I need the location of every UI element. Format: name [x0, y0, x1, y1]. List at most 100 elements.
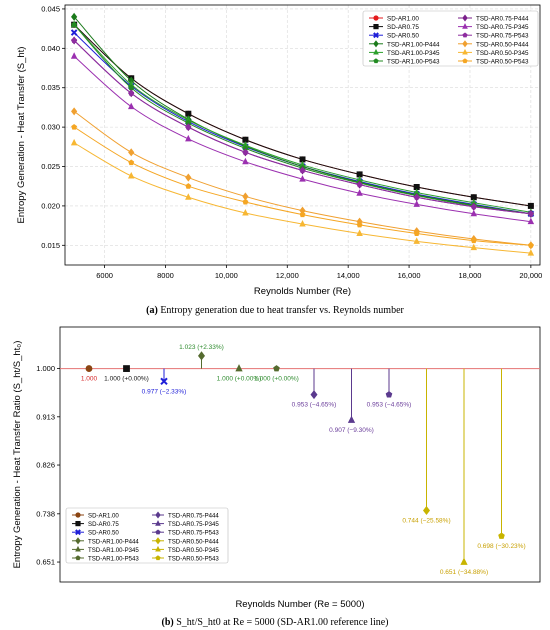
- data-point: [160, 377, 168, 386]
- legend-swatch-marker: [462, 40, 468, 48]
- y-tick-label: 0.045: [41, 4, 60, 13]
- plot-frame: [64, 4, 541, 266]
- data-point: [527, 210, 534, 217]
- legend-swatch-marker: [75, 529, 81, 536]
- legend-swatch-marker: [155, 520, 161, 526]
- legend-box: [65, 507, 229, 564]
- legend-swatch-marker: [155, 537, 161, 545]
- data-point: [356, 181, 363, 188]
- data-point: [185, 134, 192, 142]
- data-point: [356, 189, 363, 196]
- data-point: [527, 217, 535, 225]
- data-point: [71, 37, 78, 43]
- legend-label: TSD-AR0.50-P345: [476, 50, 529, 57]
- data-point: [498, 532, 505, 539]
- legend-label: TSD-AR0.75-P543: [476, 33, 529, 40]
- data-point: [299, 175, 306, 182]
- data-point: [356, 221, 363, 228]
- y-tick-label: 0.030: [41, 123, 60, 132]
- legend-label: TSD-AR1.00-P345: [88, 547, 139, 554]
- data-point: [527, 242, 534, 248]
- series-line: [73, 24, 531, 213]
- data-point: [70, 138, 78, 146]
- legend-label: TSD-AR1.00-P444: [387, 41, 440, 48]
- legend-swatch-marker: [373, 58, 379, 64]
- data-label: 0.698 (−30.23%): [477, 543, 525, 550]
- y-tick-label: 0.025: [41, 162, 60, 171]
- legend-label: TSD-AR0.50-P444: [168, 538, 219, 545]
- chart-b: 0.651 0.738 0.826 0.913 1.000 Reynolds Number…: [12, 326, 541, 610]
- series-line: [73, 16, 531, 215]
- legend-swatch-marker: [373, 48, 379, 55]
- caption-b: (b) S_ht/S_ht0 at Re = 5000 (SD-AR1.00 r…: [0, 617, 550, 628]
- legend-swatch-marker: [373, 32, 379, 39]
- data-label: 1.000 (+0.00%): [104, 376, 149, 383]
- legend-swatch-marker: [462, 23, 468, 29]
- data-point: [242, 149, 249, 155]
- y-tick-label: 0.020: [41, 201, 60, 210]
- x-tick-label: 20,000: [519, 271, 542, 280]
- legend-swatch-marker: [155, 529, 161, 535]
- data-point: [235, 364, 243, 372]
- y-axis-label: Entropy Generation - Heat Transfer (S_ht…: [16, 47, 27, 224]
- legend-swatch-marker: [373, 40, 379, 48]
- x-tick-label: 12,000: [276, 271, 299, 280]
- data-point: [413, 194, 420, 200]
- data-point: [185, 183, 192, 189]
- legend-label: TSD-AR1.00-P543: [387, 59, 440, 66]
- legend-swatch-marker: [373, 23, 379, 30]
- data-point: [70, 52, 78, 59]
- legend-swatch-marker: [462, 14, 468, 22]
- point-tsd-ar0-50-p543: 0.698 (−30.23%): [477, 368, 526, 550]
- legend-swatch-marker: [462, 58, 468, 64]
- data-point: [470, 243, 478, 251]
- data-point: [470, 209, 478, 217]
- data-point: [128, 159, 135, 166]
- legend-label: TSD-AR0.75-P444: [168, 513, 219, 520]
- x-tick-label: 14,000: [337, 271, 360, 280]
- caption-a: (a) Entropy generation due to heat trans…: [0, 305, 550, 316]
- data-point: [71, 107, 78, 116]
- legend-label: TSD-AR0.50-P345: [168, 547, 219, 554]
- caption-b-text: S_ht/S_ht0 at Re = 5000 (SD-AR1.00 refer…: [176, 617, 389, 628]
- series-tsd-ar0-75-p345: [70, 52, 535, 225]
- x-tick-label: 8000: [157, 271, 174, 280]
- data-point-stroke: [70, 29, 78, 36]
- legend-label: TSD-AR0.50-P543: [476, 59, 529, 66]
- data-label: 1.000 (+0.00%): [217, 376, 262, 383]
- point-sd-ar0-50: 0.977 (−2.33%): [142, 368, 187, 395]
- legend-label: TSD-AR0.75-P543: [168, 530, 219, 537]
- data-point: [128, 90, 135, 96]
- point-tsd-ar0-50-p345: 0.651 (−34.88%): [440, 368, 488, 576]
- point-tsd-ar0-75-p345: 0.907 (−9.30%): [329, 368, 374, 434]
- data-point: [242, 157, 249, 165]
- legend-label: SD-AR1.00: [387, 16, 419, 23]
- legend-label: SD-AR0.75: [387, 24, 419, 31]
- data-label: 1.000: [81, 376, 98, 383]
- data-label: 0.651 (−34.88%): [440, 569, 488, 576]
- x-axis-label: Reynolds Number (Re = 5000): [235, 599, 364, 610]
- data-label: 0.907 (−9.30%): [329, 427, 374, 434]
- legend-box: [362, 10, 539, 67]
- legend-label: SD-AR0.50: [88, 530, 119, 537]
- data-point: [197, 351, 206, 361]
- data-label: 0.977 (−2.33%): [142, 388, 187, 395]
- data-point: [413, 237, 420, 244]
- y-tick-label: 0.913: [36, 412, 55, 421]
- legend-swatch-marker: [155, 511, 161, 519]
- x-tick-label: 18,000: [458, 271, 481, 280]
- point-tsd-ar1-00-p543: 1.000 (+0.00%): [254, 365, 299, 383]
- series-line: [73, 24, 531, 215]
- data-point: [127, 102, 135, 110]
- data-point: [71, 21, 78, 28]
- legend-swatch-marker: [75, 512, 81, 518]
- legend-label: SD-AR1.00: [88, 513, 119, 520]
- data-point: [85, 365, 93, 372]
- legend-label: TSD-AR1.00-P543: [88, 556, 139, 563]
- point-tsd-ar0-50-p444: 0.744 (−25.58%): [402, 368, 451, 524]
- data-point: [71, 12, 78, 21]
- data-point: [242, 208, 249, 216]
- point-sd-ar0-75: 1.000 (+0.00%): [104, 365, 149, 383]
- point-sd-ar1-00: 1.000: [81, 365, 98, 383]
- data-point: [413, 200, 420, 207]
